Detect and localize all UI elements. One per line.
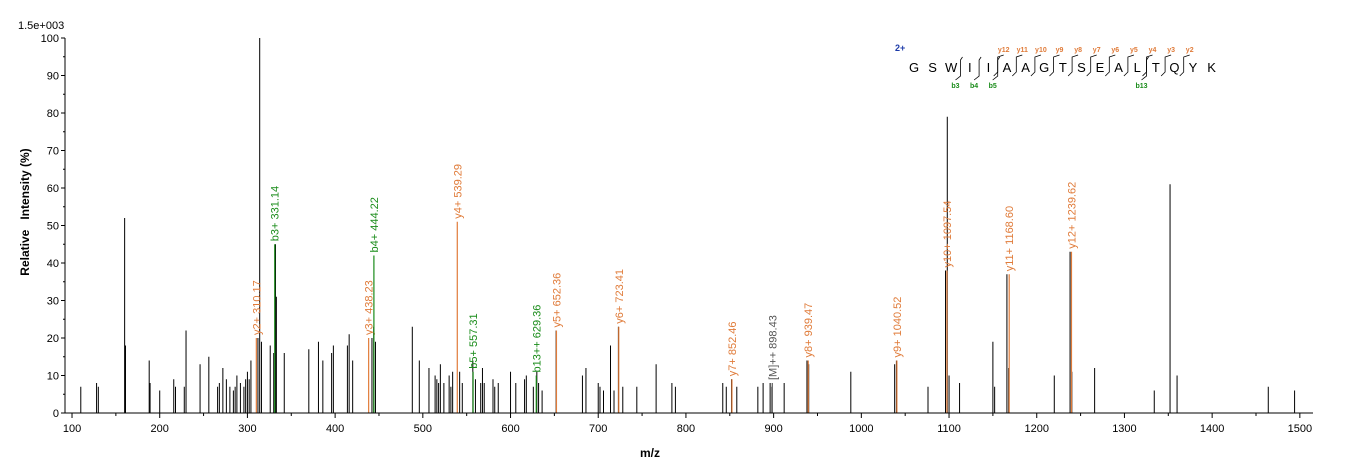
b-ion-label: b5 bbox=[989, 83, 997, 90]
peak-annotation-label: y5+ 652.36 bbox=[551, 273, 563, 328]
peaks-layer bbox=[80, 38, 1296, 413]
peak-annotation-label: b5+ 557.31 bbox=[468, 313, 480, 368]
y-ion-bracket bbox=[1086, 54, 1097, 77]
x-tick-label: 1200 bbox=[1024, 423, 1048, 435]
y-tick-label: 50 bbox=[47, 221, 59, 233]
sequence-residue: I bbox=[987, 60, 991, 75]
y-ion-label: y3 bbox=[1167, 47, 1175, 54]
sequence-residue: L bbox=[1134, 60, 1141, 75]
peak-annotation-label: b4+ 444.22 bbox=[369, 197, 381, 252]
intensity-scale-label: 1.5e+003 bbox=[18, 20, 64, 32]
peak-annotation-label: y9+ 1040.52 bbox=[892, 297, 904, 358]
y-tick-label: 90 bbox=[47, 71, 59, 83]
peak-annotation-label: y12+ 1239.62 bbox=[1066, 182, 1078, 249]
sequence-residue: E bbox=[1096, 60, 1105, 75]
x-tick-label: 500 bbox=[414, 423, 432, 435]
y-ion-bracket bbox=[1123, 54, 1135, 77]
sequence-residue: S bbox=[928, 60, 937, 75]
x-tick-label: 700 bbox=[589, 423, 607, 435]
sequence-residue: K bbox=[1207, 60, 1216, 75]
peak-annotation-label: y3+ 438.23 bbox=[364, 280, 376, 335]
x-tick-label: 100 bbox=[63, 423, 81, 435]
y-ion-bracket bbox=[1179, 54, 1190, 77]
y-tick-label: 20 bbox=[47, 333, 59, 345]
x-tick-label: 800 bbox=[677, 423, 695, 435]
x-tick-label: 1400 bbox=[1200, 423, 1224, 435]
sequence-residue: I bbox=[968, 60, 972, 75]
x-tick-label: 1000 bbox=[849, 423, 873, 435]
y-ion-label: y10 bbox=[1035, 47, 1047, 54]
peak-annotation-label: b3+ 331.14 bbox=[270, 186, 282, 241]
x-tick-label: 200 bbox=[151, 423, 169, 435]
y-ion-label: y8 bbox=[1074, 47, 1082, 54]
x-axis-title: m/z bbox=[640, 446, 660, 460]
y-ion-label: y5 bbox=[1130, 47, 1138, 54]
b-ion-bracket bbox=[992, 56, 1001, 81]
y-tick-label: 40 bbox=[47, 258, 59, 270]
sequence-residue: G bbox=[909, 60, 919, 75]
sequence-residue: Y bbox=[1189, 60, 1198, 75]
y-tick-label: 70 bbox=[47, 146, 59, 158]
sequence-residue: T bbox=[1152, 60, 1160, 75]
x-tick-label: 400 bbox=[326, 423, 344, 435]
y-ion-bracket bbox=[1160, 54, 1172, 77]
y-ion-bracket bbox=[1105, 54, 1116, 77]
x-tick-label: 1300 bbox=[1112, 423, 1136, 435]
x-tick-label: 600 bbox=[501, 423, 519, 435]
y-tick-label: 100 bbox=[41, 33, 59, 45]
y-ion-bracket bbox=[1030, 54, 1042, 77]
sequence-residue: T bbox=[1059, 60, 1067, 75]
sequence-residue: Q bbox=[1169, 60, 1179, 75]
peak-annotation-label: y11+ 1168.60 bbox=[1004, 206, 1016, 271]
peak-annotation-label: y7+ 852.46 bbox=[727, 322, 739, 377]
sequence-residue: G bbox=[1039, 60, 1049, 75]
y-ion-bracket bbox=[1067, 54, 1079, 77]
sequence-residue: W bbox=[945, 60, 958, 75]
peak-annotation-label: y6+ 723.41 bbox=[614, 269, 626, 324]
x-tick-label: 900 bbox=[764, 423, 782, 435]
y-ion-bracket bbox=[1049, 54, 1060, 77]
b-ion-label: b4 bbox=[970, 83, 978, 90]
y-tick-label: 80 bbox=[47, 108, 59, 120]
peak-annotation-label: y8+ 939.47 bbox=[803, 303, 815, 358]
y-ion-label: y11 bbox=[1017, 47, 1028, 54]
y-axis-ticks: 0 10 20 30 40 50 60 70 80 90 100 bbox=[41, 33, 65, 420]
peak-annotation-label: y10+ 1097.54 bbox=[942, 201, 954, 268]
charge-state-label: 2+ bbox=[895, 43, 905, 53]
y-tick-label: 0 bbox=[53, 408, 59, 420]
y-ion-label: y2 bbox=[1186, 47, 1194, 54]
x-tick-label: 1500 bbox=[1288, 423, 1312, 435]
x-tick-label: 300 bbox=[238, 423, 256, 435]
x-axis-ticks: 100 200 300 400 500 600 700 800 900 1000 1100 1200 1… bbox=[63, 413, 1312, 435]
b-ion-label: b3 bbox=[951, 83, 959, 90]
annotations-layer: y2+ 310.17 b3+ 331.14 y3+ 438.23 b4+ 444.22… bbox=[251, 164, 1078, 413]
peak-annotation-label: y4+ 539.29 bbox=[452, 164, 464, 219]
x-tick-label: 1100 bbox=[937, 423, 961, 435]
y-ion-label: y7 bbox=[1093, 47, 1101, 54]
b-ion-bracket bbox=[955, 56, 963, 81]
sequence-residue: S bbox=[1077, 60, 1086, 75]
sequence-residue: A bbox=[1021, 60, 1030, 75]
sequence-residue: A bbox=[1003, 60, 1012, 75]
y-ion-label: y6 bbox=[1111, 47, 1119, 54]
peak-annotation-label: b13++ 629.36 bbox=[531, 305, 543, 373]
y-ion-bracket bbox=[1012, 54, 1023, 77]
peak-annotation-label: [M]++ 898.43 bbox=[767, 315, 779, 380]
y-ion-label: y4 bbox=[1149, 47, 1157, 54]
y-ion-label: y12 bbox=[998, 47, 1010, 54]
y-axis-title: Relative Intensity (%) bbox=[18, 148, 32, 275]
y-ion-label: y9 bbox=[1056, 47, 1064, 54]
b-ion-bracket bbox=[973, 56, 982, 81]
y-tick-label: 30 bbox=[47, 296, 59, 308]
y-tick-label: 60 bbox=[47, 183, 59, 195]
b-ion-label: b13 bbox=[1135, 83, 1147, 90]
sequence-residue: A bbox=[1114, 60, 1123, 75]
b-ion-bracket bbox=[1141, 56, 1149, 81]
y-tick-label: 10 bbox=[47, 371, 59, 383]
peak-annotation-label: y2+ 310.17 bbox=[251, 280, 263, 335]
